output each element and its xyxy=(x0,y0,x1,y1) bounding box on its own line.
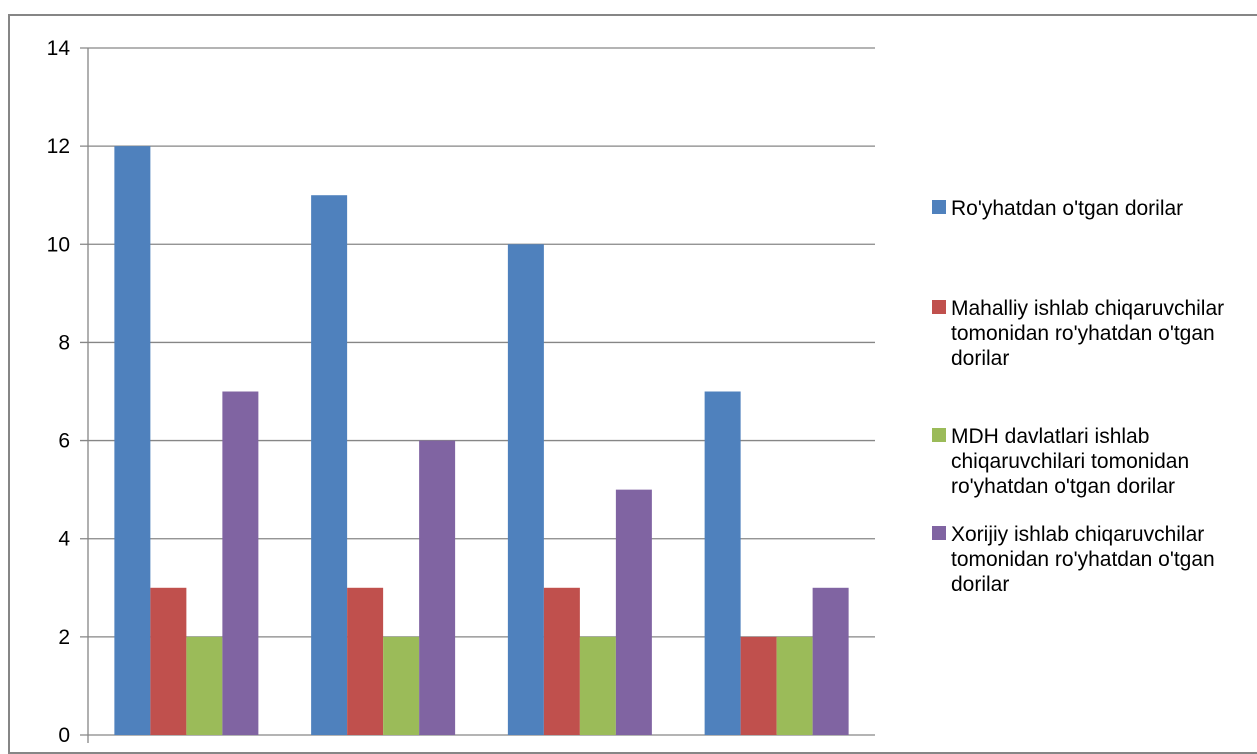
legend-label: Xorijiy ishlab chiqaruvchilar tomonidan r… xyxy=(951,523,1215,596)
legend-label: MDH davlatlari ishlab chiqaruvchilari tom… xyxy=(951,425,1189,498)
bar xyxy=(704,391,741,735)
legend-swatch xyxy=(932,428,946,442)
bar xyxy=(776,636,813,735)
chart-frame: 0 2 4 6 8 10 12 14 Ro'yhatdan o'tgan dorilar Mah… xyxy=(8,14,1257,754)
gridlines xyxy=(80,47,875,736)
bar xyxy=(615,489,652,735)
bar xyxy=(222,391,259,735)
bar xyxy=(740,636,777,735)
y-tick-label: 6 xyxy=(58,430,70,453)
y-tick-label: 4 xyxy=(58,528,70,551)
bar xyxy=(507,244,544,736)
bar xyxy=(311,195,348,735)
legend-swatch xyxy=(932,200,946,214)
y-tick-label: 14 xyxy=(47,37,71,60)
bar xyxy=(419,440,456,735)
bar xyxy=(579,636,616,735)
legend-label: Ro'yhatdan o'tgan dorilar xyxy=(951,197,1183,220)
y-tick-label: 2 xyxy=(58,626,70,649)
bar xyxy=(543,587,580,735)
legend: Ro'yhatdan o'tgan dorilar Mahalliy ishlab… xyxy=(932,197,1224,596)
bar xyxy=(812,587,849,735)
y-tick-label: 12 xyxy=(47,135,70,158)
bars xyxy=(114,146,849,736)
legend-swatch xyxy=(932,526,946,540)
legend-swatch xyxy=(932,300,946,314)
bar xyxy=(186,636,223,735)
legend-label: Mahalliy ishlab chiqaruvchilar tomonidan … xyxy=(951,297,1224,370)
y-tick-label: 10 xyxy=(47,233,70,256)
bar xyxy=(150,587,187,735)
y-tick-label: 8 xyxy=(58,331,70,354)
bar xyxy=(114,146,151,736)
bar xyxy=(383,636,420,735)
bar xyxy=(347,587,384,735)
